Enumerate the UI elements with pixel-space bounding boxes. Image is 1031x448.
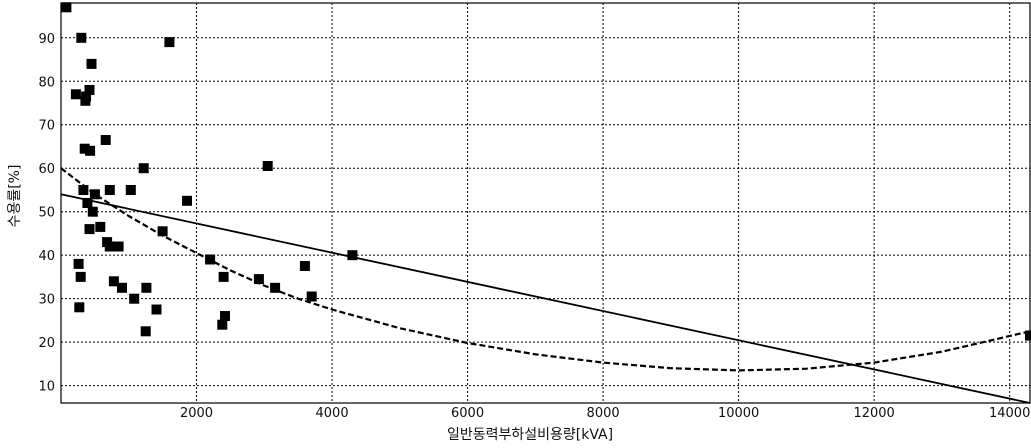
y-tick-label: 40 (38, 249, 55, 264)
y-tick-label: 80 (38, 75, 55, 90)
data-point (113, 241, 124, 252)
y-tick-label: 60 (38, 162, 55, 177)
data-point (74, 302, 85, 313)
data-point (87, 206, 98, 217)
data-point (117, 282, 127, 293)
data-point (108, 276, 119, 287)
data-point (125, 185, 136, 195)
data-point (89, 189, 100, 200)
data-point (151, 304, 162, 315)
data-point (1025, 330, 1031, 341)
data-point (129, 293, 140, 304)
x-tick-label: 14000 (989, 406, 1030, 421)
data-point (84, 224, 95, 235)
data-point (78, 185, 89, 195)
data-point (141, 282, 152, 293)
x-tick-label: 2000 (180, 406, 213, 421)
data-point (85, 145, 96, 156)
data-point (347, 250, 358, 261)
y-tick-label: 30 (38, 293, 55, 308)
data-point (306, 291, 317, 302)
data-point (86, 58, 97, 69)
x-tick-label: 8000 (587, 406, 620, 421)
x-axis-title: 일반동력부하설비용량[kVA] (447, 427, 613, 443)
plot-frame (60, 2, 1031, 404)
data-point (217, 319, 228, 330)
x-tick-labels: 2000 4000 6000 8000 10000 12000 14000 (180, 406, 1030, 421)
data-point (75, 271, 86, 282)
point-layer (61, 2, 1031, 341)
data-point (70, 89, 81, 100)
data-point (84, 85, 95, 95)
data-point (104, 185, 115, 195)
data-point (205, 254, 216, 265)
solid-fit-line (60, 193, 1031, 404)
x-tick-label: 10000 (718, 406, 759, 421)
data-point (100, 135, 111, 145)
data-point (81, 91, 92, 102)
data-point (73, 258, 84, 269)
data-point (138, 163, 149, 174)
data-point (79, 143, 90, 154)
data-point (82, 198, 93, 208)
data-point (182, 195, 192, 206)
data-point (299, 261, 310, 271)
data-point (220, 311, 230, 321)
data-point (104, 241, 115, 252)
data-point (262, 161, 273, 171)
y-tick-label: 20 (38, 336, 55, 351)
data-point (157, 226, 168, 237)
data-point (218, 271, 229, 282)
data-point (164, 37, 175, 48)
y-tick-labels: 10 20 30 40 50 60 70 80 90 (38, 32, 55, 395)
x-tick-label: 12000 (853, 406, 894, 421)
data-point (61, 2, 72, 13)
x-tick-label: 6000 (451, 406, 484, 421)
data-point (253, 274, 264, 285)
data-point (76, 32, 87, 43)
data-point (95, 221, 106, 232)
data-point (270, 282, 281, 293)
y-axis-title: 수용률[%] (7, 165, 23, 228)
data-point (140, 326, 151, 337)
x-tick-label: 4000 (316, 406, 349, 421)
plot-background (61, 3, 1030, 403)
y-tick-label: 90 (38, 32, 55, 47)
y-tick-label: 50 (38, 206, 55, 221)
y-tick-label: 10 (38, 380, 55, 395)
y-tick-label: 70 (38, 119, 55, 134)
